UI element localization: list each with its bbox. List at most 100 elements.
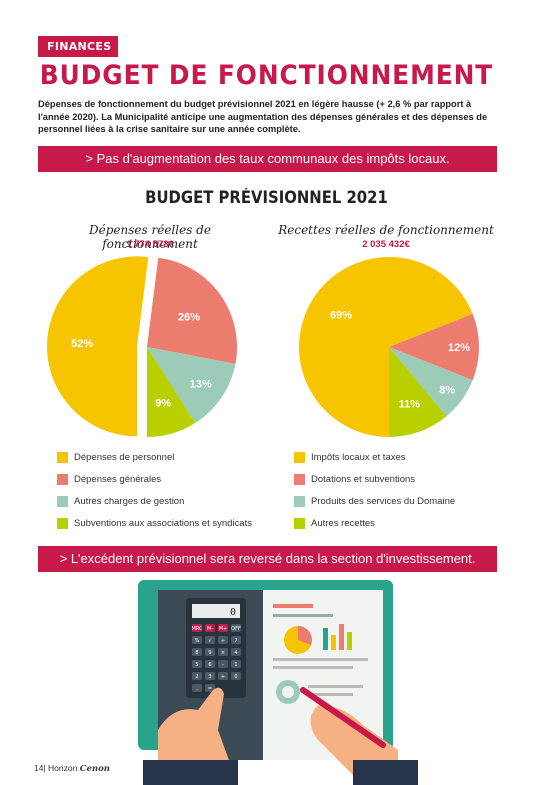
report-donut-hole [282, 686, 294, 698]
report-line [308, 693, 353, 696]
calculator-key [205, 624, 215, 632]
revenues-data-label-4: 11% [399, 398, 421, 410]
calculator-key-label: ÷ [221, 638, 225, 644]
calculator-key [218, 648, 228, 656]
report-pie-slice [298, 626, 312, 645]
calculator-keys: MRC M- M+ OFF% √ ÷ 7 8 9 × 4 5 6 - 1 2 3 +0. = [191, 624, 241, 692]
legend-item: Dépenses générales [57, 474, 277, 496]
legend-item: Subventions aux associations et syndicat… [57, 518, 277, 540]
calculator-key-label: - [222, 662, 224, 668]
right-pie-subtitle: Recettes réelles de fonctionnement [278, 223, 494, 237]
legend-label: Subventions aux associations et syndicat… [74, 518, 252, 529]
legend-item: Autres recettes [294, 518, 514, 540]
legend-expenses: Dépenses de personnel Dépenses générales… [57, 452, 277, 540]
report-line [308, 685, 363, 688]
page-number: 14 [34, 763, 44, 773]
legend-swatch [57, 496, 68, 507]
calculator-key-label: 7 [234, 638, 237, 644]
legend-swatch [294, 496, 305, 507]
calculator-key [218, 624, 228, 632]
page-title: BUDGET DE FONCTIONNEMENT [39, 60, 494, 91]
calculator-key-label: M+ [219, 626, 228, 632]
calculator-key [231, 660, 241, 668]
calculator-key-label: 8 [195, 650, 198, 656]
calculator-key-label: √ [208, 638, 212, 644]
calculator-key-label: 0 [234, 674, 237, 680]
calculator-key [192, 636, 202, 644]
town-name: Cenon [79, 764, 110, 774]
report-bar [347, 632, 352, 650]
expenses-slice-3 [147, 347, 236, 423]
calculator-key [231, 624, 241, 632]
calculator-key [218, 672, 228, 680]
magazine-name: Horizon [48, 763, 78, 773]
legend-swatch [294, 474, 305, 485]
calculator-key [205, 648, 215, 656]
calculator-key [205, 672, 215, 680]
calculator-key-label: MRC [191, 626, 203, 632]
legend-revenues: Impôts locaux et taxes Dotations et subv… [294, 452, 514, 540]
report-bar [339, 624, 344, 650]
expenses-slice-1 [47, 256, 149, 437]
calculator-key-label: M- [207, 626, 213, 632]
calculator-key [192, 684, 202, 692]
calculator-key [205, 684, 215, 692]
calculator-key [192, 660, 202, 668]
calculator-key [192, 672, 202, 680]
legend-swatch [57, 452, 68, 463]
calculator-key [205, 636, 215, 644]
revenues-slice-2 [389, 313, 479, 381]
calculator-key [231, 672, 241, 680]
left-sleeve [143, 760, 238, 785]
calculator-key [218, 660, 228, 668]
calculator-key-label: 2 [195, 674, 198, 680]
report-line [273, 604, 313, 608]
banner-surplus: > L'excédent prévisionnel sera reversé d… [38, 546, 497, 572]
chart-title: BUDGET PRÉVISIONNEL 2021 [145, 188, 388, 207]
calculator-display [192, 604, 240, 618]
calculator-key [192, 648, 202, 656]
calculator-key-label: × [221, 650, 225, 656]
legend-label: Dépenses générales [74, 474, 162, 485]
calculator-key-label: = [208, 686, 212, 692]
legend-item: Produits des services du Domaine [294, 496, 514, 518]
calculator-key [231, 648, 241, 656]
expenses-data-label-3: 13% [190, 379, 212, 391]
revenues-slice-1 [299, 256, 473, 437]
revenues-data-label-1: 69% [330, 309, 352, 321]
revenues-slice-3 [389, 347, 473, 417]
banner-tax-rates: > Pas d'augmentation des taux communaux … [38, 146, 497, 172]
legend-label: Autres recettes [311, 518, 375, 529]
left-pie-total: 1 774 573€ [126, 239, 174, 250]
legend-label: Dotations et subventions [311, 474, 416, 485]
legend-swatch [294, 518, 305, 529]
legend-label: Produits des services du Domaine [311, 496, 456, 507]
calculator-key [218, 636, 228, 644]
revenues-slice-4 [389, 347, 447, 437]
legend-swatch [294, 452, 305, 463]
left-pie-subtitle: Dépenses réelles de fonctionnement [89, 223, 211, 251]
legend-item: Impôts locaux et taxes [294, 452, 514, 474]
calculator-key-label: . [196, 686, 198, 692]
calculator-key-label: 5 [195, 662, 198, 668]
legend-swatch [57, 474, 68, 485]
calculator-key-label: 3 [208, 674, 211, 680]
right-sleeve [353, 760, 418, 785]
expenses-slice-4 [147, 347, 196, 437]
page-footer: 14| Horizon Cenon [34, 763, 110, 774]
calculator-key-label: % [195, 638, 200, 644]
calculator-key [205, 660, 215, 668]
report-bar [323, 628, 328, 650]
report-bar [331, 635, 336, 650]
legend-label: Impôts locaux et taxes [311, 452, 406, 463]
expenses-data-label-2: 26% [178, 311, 200, 323]
right-pie-total: 2 035 432€ [362, 239, 410, 250]
calculator-display-value: 0 [230, 607, 236, 618]
calculator-key-label: 9 [208, 650, 211, 656]
calculator-key-label: 1 [234, 662, 237, 668]
calculator-key [231, 636, 241, 644]
report-line [273, 666, 353, 669]
intro-paragraph: Dépenses de fonctionnement du budget pré… [38, 99, 488, 134]
calculator-key-label: 6 [208, 662, 211, 668]
